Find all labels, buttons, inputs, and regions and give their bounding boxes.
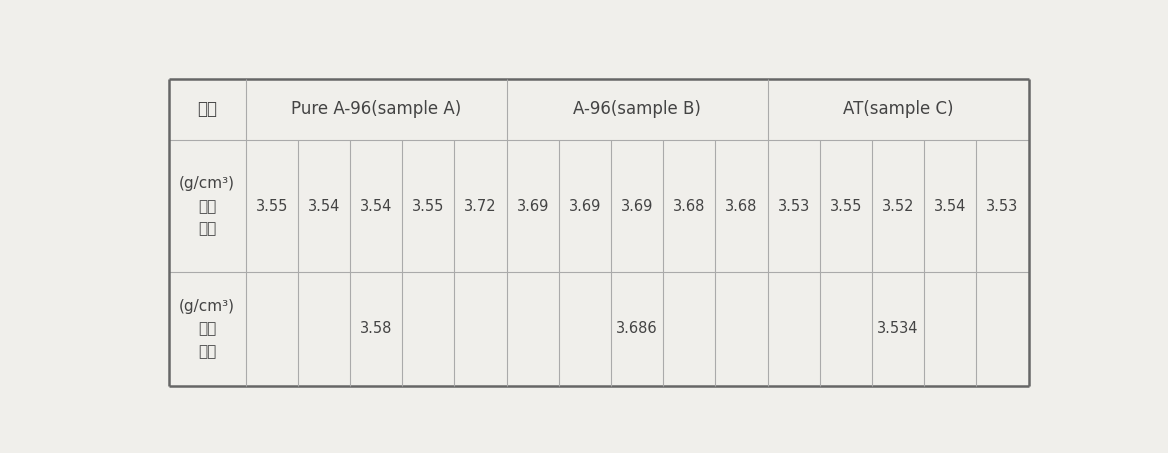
Text: 3.69: 3.69: [621, 199, 653, 214]
Text: 3.58: 3.58: [360, 322, 392, 337]
Text: 3.54: 3.54: [934, 199, 966, 214]
Text: 3.53: 3.53: [986, 199, 1018, 214]
Text: 3.68: 3.68: [725, 199, 758, 214]
Text: 밀도: 밀도: [197, 322, 216, 337]
Text: 평균: 평균: [197, 344, 216, 359]
Text: 3.54: 3.54: [307, 199, 340, 214]
Text: A-96(sample B): A-96(sample B): [573, 101, 701, 119]
Text: 3.69: 3.69: [569, 199, 602, 214]
Text: 밀도: 밀도: [197, 199, 216, 214]
Text: 3.55: 3.55: [829, 199, 862, 214]
Text: 3.686: 3.686: [617, 322, 658, 337]
Text: 측정: 측정: [197, 222, 216, 236]
Text: 3.55: 3.55: [412, 199, 445, 214]
Text: 3.69: 3.69: [516, 199, 549, 214]
Text: 3.54: 3.54: [360, 199, 392, 214]
Text: 3.52: 3.52: [882, 199, 915, 214]
Text: Pure A-96(sample A): Pure A-96(sample A): [291, 101, 461, 119]
Text: 3.55: 3.55: [256, 199, 287, 214]
Text: (g/cm³): (g/cm³): [179, 299, 235, 314]
Text: 3.53: 3.53: [778, 199, 809, 214]
Text: 3.68: 3.68: [673, 199, 705, 214]
Text: 3.72: 3.72: [464, 199, 496, 214]
Text: 3.534: 3.534: [877, 322, 919, 337]
Text: (g/cm³): (g/cm³): [179, 176, 235, 191]
Text: AT(sample C): AT(sample C): [843, 101, 953, 119]
Text: 시편: 시편: [197, 101, 217, 119]
